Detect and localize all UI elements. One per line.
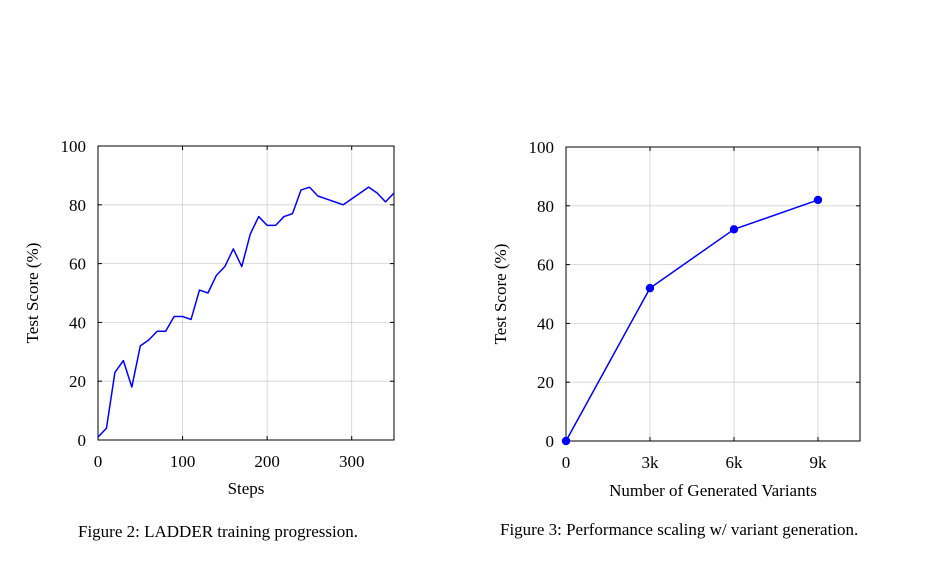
y-tick-label: 40: [537, 314, 554, 333]
plot-frame: [97, 145, 395, 441]
x-tick-label: 200: [254, 452, 280, 471]
y-tick-label: 60: [69, 255, 86, 274]
data-point: [645, 283, 655, 293]
y-tick-label: 40: [69, 313, 86, 332]
y-tick-label: 80: [537, 197, 554, 216]
x-tick-label: 0: [562, 453, 571, 472]
x-tick-label: 3k: [642, 453, 660, 472]
data-point: [813, 195, 823, 205]
figure-2-caption: Figure 2: LADDER training progression.: [78, 522, 358, 541]
y-tick-label: 0: [78, 431, 87, 450]
y-axis-label: Test Score (%): [491, 244, 510, 345]
y-axis-label: Test Score (%): [23, 243, 42, 344]
figure-3-caption: Figure 3: Performance scaling w/ variant…: [500, 520, 859, 539]
y-tick-label: 20: [537, 373, 554, 392]
y-tick-label: 80: [69, 196, 86, 215]
y-tick-label: 100: [61, 137, 87, 156]
y-tick-label: 60: [537, 256, 554, 275]
x-axis-label: Number of Generated Variants: [609, 481, 817, 500]
data-point: [729, 225, 739, 234]
chart-training-progression: 0 100 200 300 0 20 40 60 80 100 Steps Test Score (%…: [23, 137, 395, 498]
x-tick-label: 300: [339, 452, 365, 471]
plot-frame: [565, 146, 861, 442]
data-point: [561, 436, 571, 446]
y-tick-label: 0: [546, 432, 555, 451]
y-tick-label: 20: [69, 372, 86, 391]
series-line: [97, 186, 395, 438]
x-tick-label: 100: [170, 452, 196, 471]
x-tick-label: 0: [94, 452, 103, 471]
x-tick-label: 6k: [726, 453, 744, 472]
y-tick-label: 100: [529, 138, 555, 157]
x-tick-label: 9k: [810, 453, 828, 472]
x-axis-label: Steps: [228, 479, 265, 498]
chart-variant-scaling: 0 3k 6k 9k 0 20 40 60 80 100 Number of Generated V…: [491, 138, 861, 500]
series-line: [565, 199, 819, 442]
